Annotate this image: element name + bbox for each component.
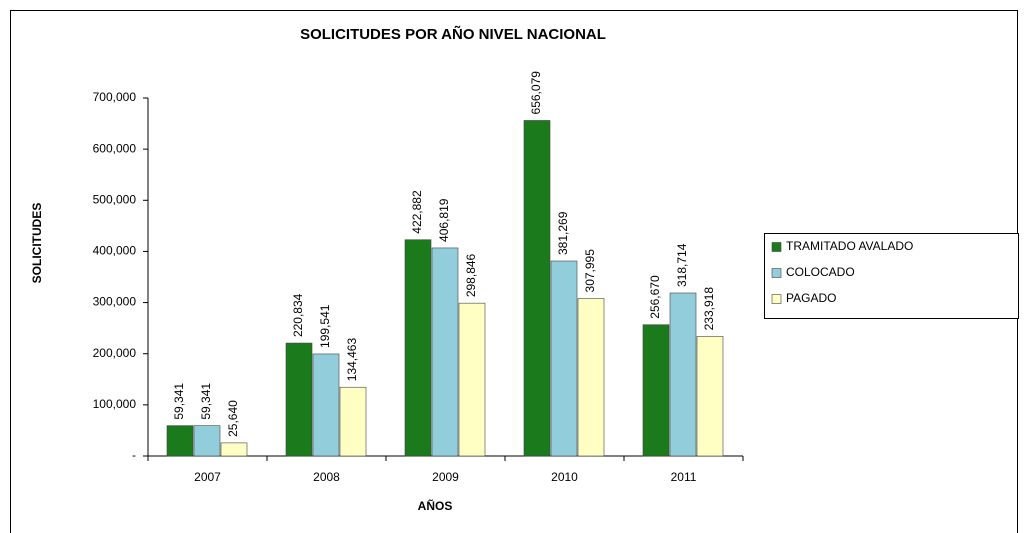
bar	[285, 342, 313, 457]
bar	[431, 247, 459, 457]
bar	[642, 324, 670, 457]
data-label: 220,834	[291, 293, 305, 337]
y-tick-label: 400,000	[93, 244, 137, 258]
data-label: 298,846	[464, 253, 478, 297]
y-tick-label: 600,000	[93, 141, 137, 155]
data-label: 59,341	[199, 383, 213, 420]
data-label: 307,995	[583, 249, 597, 293]
legend-box	[764, 233, 1019, 319]
legend-label: COLOCADO	[786, 265, 855, 279]
legend-swatch	[771, 268, 782, 278]
data-label: 199,541	[318, 304, 332, 348]
y-tick-label: 700,000	[93, 90, 137, 104]
data-label: 25,640	[226, 400, 240, 437]
y-axis-label: SOLICITUDES	[30, 203, 44, 284]
y-tick-label: 500,000	[93, 192, 137, 206]
data-label: 381,269	[556, 211, 570, 255]
bar	[669, 292, 697, 457]
bar	[166, 425, 194, 457]
data-label: 233,918	[702, 287, 716, 331]
bar	[550, 260, 578, 457]
y-tick-label: -	[132, 448, 136, 462]
bar	[458, 302, 486, 457]
x-tick-label: 2010	[551, 470, 578, 484]
legend-label: PAGADO	[786, 291, 836, 305]
x-tick-label: 2007	[194, 470, 221, 484]
y-tick-label: 100,000	[93, 397, 137, 411]
y-tick-label: 300,000	[93, 295, 137, 309]
bar	[339, 386, 367, 457]
legend-swatch	[771, 242, 782, 252]
data-label: 656,079	[529, 71, 543, 115]
data-label: 318,714	[675, 243, 689, 287]
bar	[404, 239, 432, 457]
data-label: 256,670	[648, 275, 662, 319]
chart-title: SOLICITUDES POR AÑO NIVEL NACIONAL	[300, 25, 606, 43]
legend-swatch	[771, 294, 782, 304]
bar	[220, 442, 248, 457]
bar	[696, 336, 724, 457]
legend-label: TRAMITADO AVALADO	[786, 239, 913, 253]
bar	[577, 298, 605, 457]
data-label: 134,463	[345, 338, 359, 382]
x-tick-label: 2009	[432, 470, 459, 484]
x-axis-label: AÑOS	[418, 498, 453, 513]
x-tick-label: 2011	[671, 470, 697, 484]
bar	[312, 353, 340, 457]
y-tick-label: 200,000	[93, 346, 137, 360]
x-tick-label: 2008	[313, 470, 340, 484]
data-label: 59,341	[172, 383, 186, 420]
data-label: 406,819	[437, 198, 451, 242]
data-label: 422,882	[410, 190, 424, 234]
bar	[193, 425, 221, 457]
bar	[523, 120, 551, 457]
